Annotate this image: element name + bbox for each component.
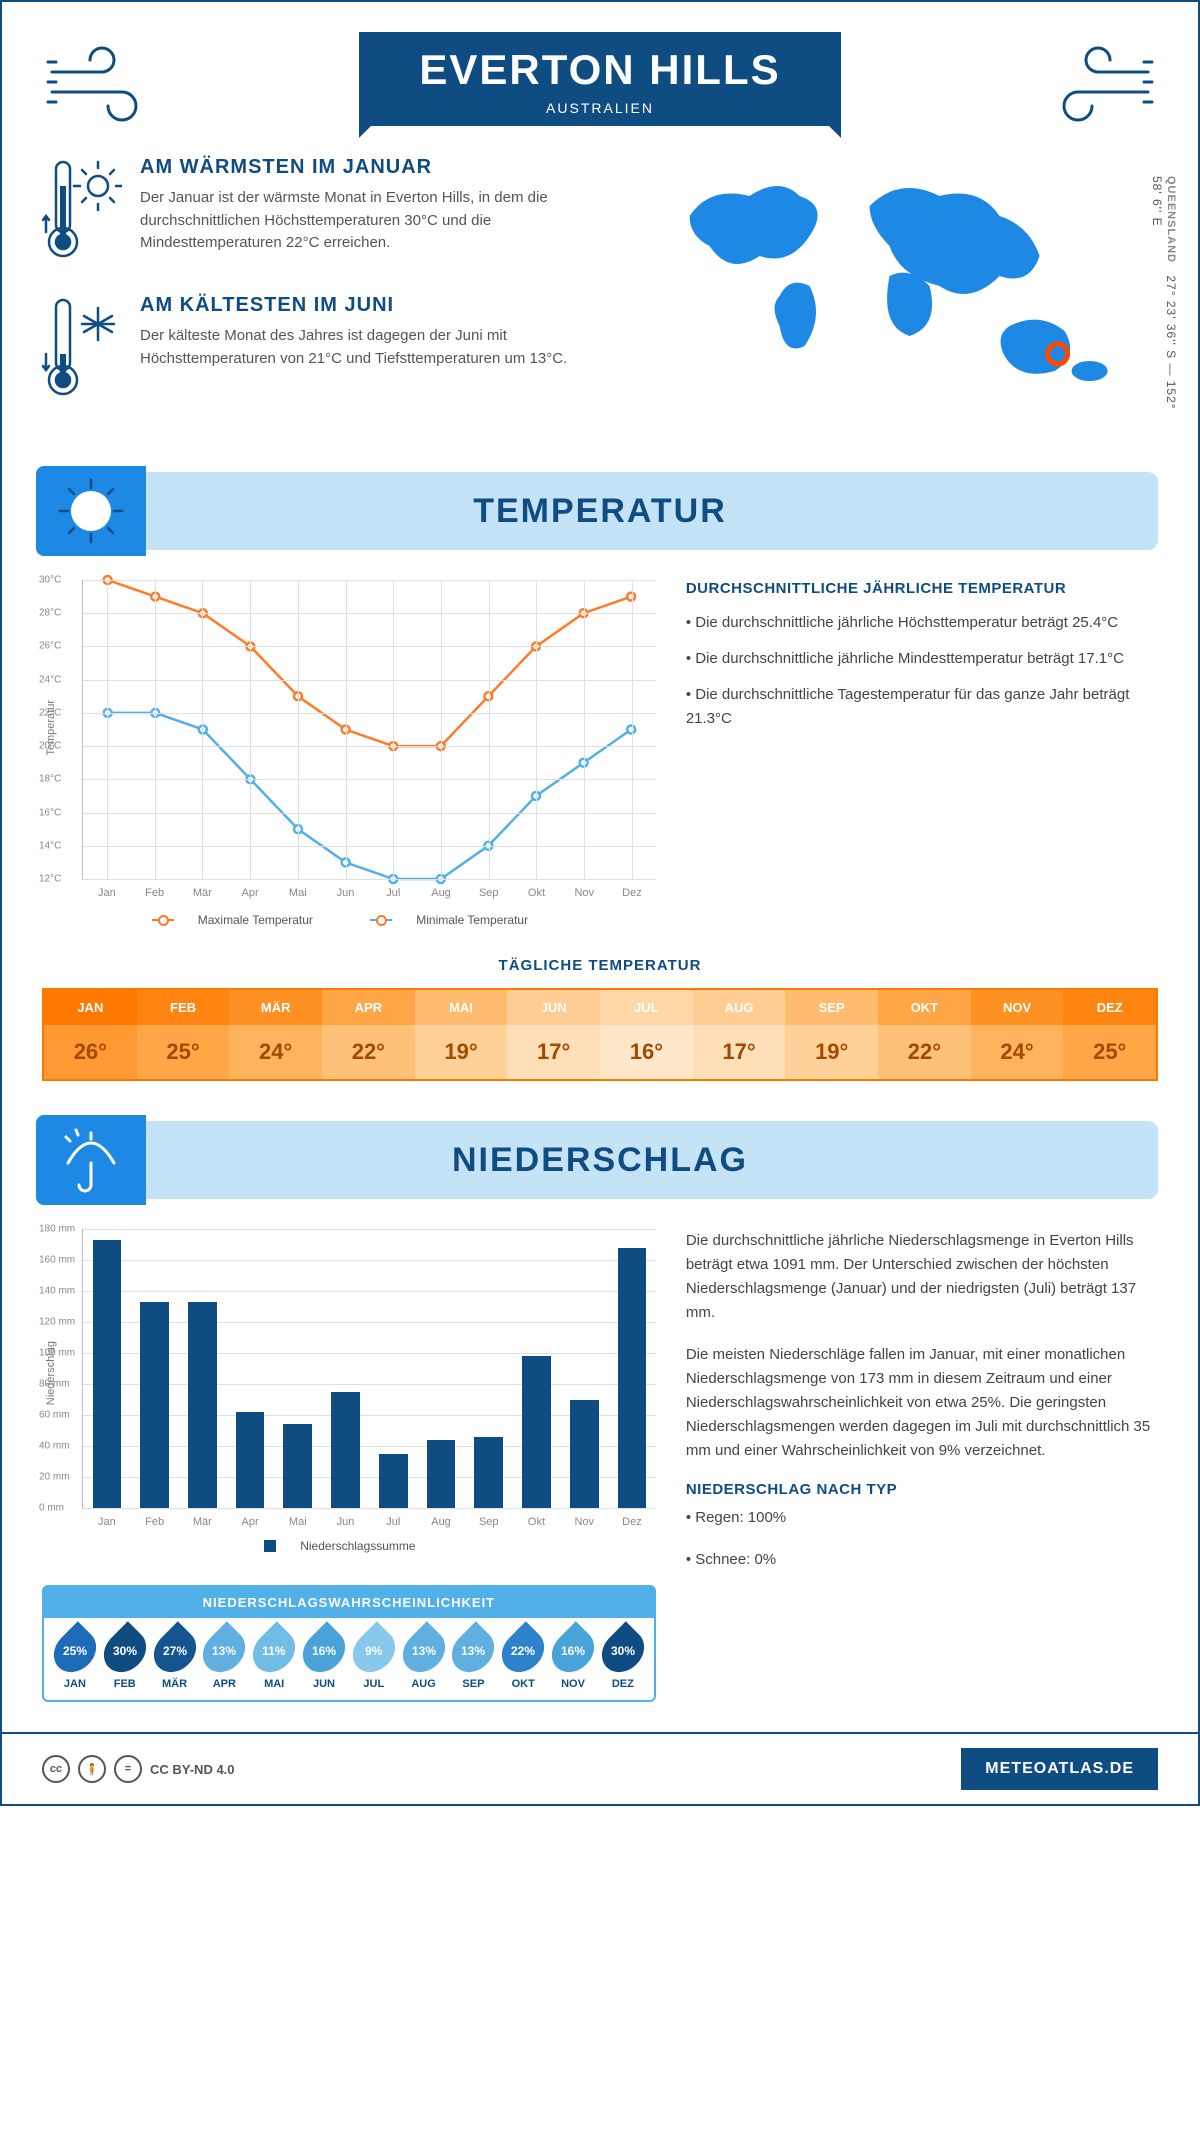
prob-col: 11%MAI: [249, 1628, 299, 1690]
daily-temp-heading: TÄGLICHE TEMPERATUR: [42, 957, 1158, 974]
wind-icon: [1038, 42, 1158, 132]
prob-heading: NIEDERSCHLAGSWAHRSCHEINLICHKEIT: [44, 1587, 654, 1618]
bar: [331, 1392, 360, 1508]
daily-col: DEZ25°: [1063, 990, 1156, 1079]
temperature-line-chart: Temperatur 12°C14°C16°C18°C20°C22°C24°C2…: [82, 580, 656, 880]
fact-text: Der kälteste Monat des Jahres ist dagege…: [140, 325, 611, 370]
sun-icon: [56, 476, 126, 546]
prob-col: 16%JUN: [299, 1628, 349, 1690]
bar: [140, 1302, 169, 1508]
prob-col: 13%APR: [199, 1628, 249, 1690]
coordinates: QUEENSLAND 27° 23' 36'' S — 152° 58' 6''…: [1150, 176, 1178, 432]
daily-col: OKT22°: [878, 990, 971, 1079]
bar: [283, 1424, 312, 1508]
prob-col: 27%MÄR: [150, 1628, 200, 1690]
precip-type-item: • Regen: 100%: [686, 1506, 1158, 1530]
daily-col: AUG17°: [693, 990, 786, 1079]
precipitation-bar-chart: Niederschlag 0 mm20 mm40 mm60 mm80 mm100…: [82, 1229, 656, 1509]
daily-temperature-table: JAN26°FEB25°MÄR24°APR22°MAI19°JUN17°JUL1…: [42, 988, 1158, 1081]
daily-col: NOV24°: [971, 990, 1064, 1079]
page-title: EVERTON HILLS: [419, 46, 780, 94]
world-map: QUEENSLAND 27° 23' 36'' S — 152° 58' 6''…: [641, 156, 1158, 432]
daily-col: JUN17°: [507, 990, 600, 1079]
daily-col: MAI19°: [415, 990, 508, 1079]
daily-col: JUL16°: [600, 990, 693, 1079]
precip-type-heading: NIEDERSCHLAG NACH TYP: [686, 1481, 1158, 1498]
fact-heading: AM KÄLTESTEN IM JUNI: [140, 294, 611, 317]
section-title: TEMPERATUR: [473, 492, 727, 531]
by-icon: 🧍: [78, 1755, 106, 1783]
fact-text: Der Januar ist der wärmste Monat in Ever…: [140, 187, 611, 255]
footer: cc 🧍 = CC BY-ND 4.0 METEOATLAS.DE: [2, 1732, 1198, 1804]
section-banner-temperature: TEMPERATUR: [42, 472, 1158, 550]
bar: [188, 1302, 217, 1508]
fact-warmest: AM WÄRMSTEN IM JANUAR Der Januar ist der…: [42, 156, 611, 266]
precip-paragraph: Die meisten Niederschläge fallen im Janu…: [686, 1343, 1158, 1463]
umbrella-icon: [56, 1125, 126, 1195]
summary-bullet: • Die durchschnittliche jährliche Höchst…: [686, 611, 1158, 635]
fact-heading: AM WÄRMSTEN IM JANUAR: [140, 156, 611, 179]
bar: [474, 1437, 503, 1508]
prob-col: 30%DEZ: [598, 1628, 648, 1690]
summary-heading: DURCHSCHNITTLICHE JÄHRLICHE TEMPERATUR: [686, 580, 1158, 597]
license: cc 🧍 = CC BY-ND 4.0: [42, 1755, 235, 1783]
bar: [93, 1240, 122, 1508]
header: EVERTON HILLS AUSTRALIEN: [42, 32, 1158, 126]
daily-col: SEP19°: [785, 990, 878, 1079]
temperature-summary: DURCHSCHNITTLICHE JÄHRLICHE TEMPERATUR •…: [686, 580, 1158, 927]
summary-bullet: • Die durchschnittliche jährliche Mindes…: [686, 647, 1158, 671]
chart-legend: Niederschlagssumme: [42, 1539, 656, 1555]
prob-col: 22%OKT: [498, 1628, 548, 1690]
precipitation-probability-box: NIEDERSCHLAGSWAHRSCHEINLICHKEIT 25%JAN30…: [42, 1585, 656, 1702]
fact-coldest: AM KÄLTESTEN IM JUNI Der kälteste Monat …: [42, 294, 611, 404]
thermometer-cold-icon: [42, 294, 122, 404]
bar: [570, 1400, 599, 1509]
bar: [522, 1356, 551, 1508]
title-ribbon: EVERTON HILLS AUSTRALIEN: [359, 32, 840, 126]
region-label: QUEENSLAND: [1165, 176, 1177, 263]
thermometer-hot-icon: [42, 156, 122, 266]
summary-bullet: • Die durchschnittliche Tagestemperatur …: [686, 683, 1158, 731]
prob-col: 9%JUL: [349, 1628, 399, 1690]
precip-type-item: • Schnee: 0%: [686, 1548, 1158, 1572]
daily-col: MÄR24°: [229, 990, 322, 1079]
prob-col: 25%JAN: [50, 1628, 100, 1690]
daily-col: APR22°: [322, 990, 415, 1079]
bar: [236, 1412, 265, 1508]
precipitation-summary: Die durchschnittliche jährliche Niedersc…: [686, 1229, 1158, 1702]
prob-col: 16%NOV: [548, 1628, 598, 1690]
chart-legend: .legend-swatch:nth-child(1)::after{borde…: [42, 910, 656, 927]
nd-icon: =: [114, 1755, 142, 1783]
wind-icon: [42, 42, 162, 132]
bar: [379, 1454, 408, 1508]
license-text: CC BY-ND 4.0: [150, 1762, 235, 1777]
section-title: NIEDERSCHLAG: [452, 1141, 748, 1180]
prob-col: 13%SEP: [449, 1628, 499, 1690]
daily-col: JAN26°: [44, 990, 137, 1079]
bar: [427, 1440, 456, 1508]
precip-paragraph: Die durchschnittliche jährliche Niedersc…: [686, 1229, 1158, 1325]
prob-col: 30%FEB: [100, 1628, 150, 1690]
section-banner-precipitation: NIEDERSCHLAG: [42, 1121, 1158, 1199]
bar: [618, 1248, 647, 1508]
brand-badge: METEOATLAS.DE: [961, 1748, 1158, 1790]
daily-col: FEB25°: [137, 990, 230, 1079]
cc-icon: cc: [42, 1755, 70, 1783]
page-subtitle: AUSTRALIEN: [419, 100, 780, 116]
prob-col: 13%AUG: [399, 1628, 449, 1690]
